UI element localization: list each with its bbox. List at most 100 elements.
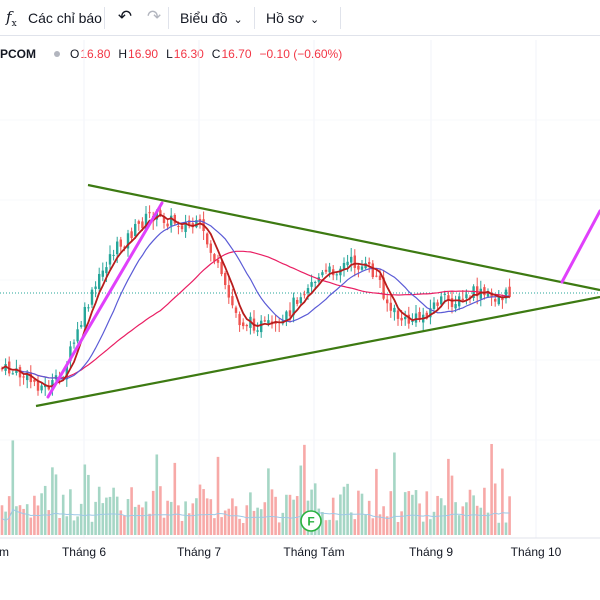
candle-body [188, 220, 191, 225]
volume-bar [367, 500, 371, 535]
volume-bar [231, 498, 234, 535]
volume-bar [83, 464, 87, 535]
impulse-projection-line[interactable] [46, 201, 164, 399]
undo-arrow-icon[interactable]: ↶ [117, 7, 133, 26]
candle-body [137, 221, 140, 224]
candle-body [501, 297, 504, 301]
volume-bar [501, 468, 504, 535]
upper-trendline[interactable] [87, 183, 600, 292]
volume-bar [29, 517, 33, 535]
candle-body [170, 215, 173, 226]
volume-bar [465, 502, 468, 535]
low-value: 16.30 [173, 47, 204, 61]
volume-ma-line [1, 508, 510, 521]
volume-bar [79, 503, 83, 535]
volume-bar [241, 522, 245, 535]
profile-menu[interactable]: Hồ sơ ⌄ [266, 10, 319, 26]
volume-bar [184, 501, 187, 535]
volume-bar [216, 456, 220, 535]
volume-bar [133, 506, 137, 535]
candle-body [389, 302, 392, 311]
volume-bar [238, 518, 241, 535]
high-value: 16.90 [128, 47, 159, 61]
volume-bar [259, 509, 263, 535]
candle-body [33, 379, 36, 382]
volume-bar [403, 492, 407, 535]
candle-body [4, 364, 7, 371]
volume-bar [396, 522, 400, 535]
volume-bar [155, 454, 159, 535]
symbol-name[interactable]: PCOM [0, 47, 36, 61]
redo-arrow-icon[interactable]: ↷ [146, 7, 162, 26]
candle-body [429, 308, 432, 318]
volume-bar [144, 501, 148, 535]
candle-body [371, 263, 374, 278]
candle-body [83, 306, 86, 327]
volume-bar [4, 511, 7, 535]
volume-bar [159, 486, 162, 535]
candle-body [299, 297, 302, 303]
candle-body [11, 373, 14, 375]
volume-bar [205, 498, 209, 535]
chevron-down-icon: ⌄ [309, 14, 320, 26]
volume-bar [141, 507, 144, 535]
volume-bar [18, 505, 22, 535]
candle-body [292, 297, 295, 316]
candle-body [418, 311, 421, 320]
volume-bar [263, 502, 267, 535]
volume-bar [180, 520, 184, 535]
volume-bar [331, 497, 335, 535]
volume-bar [328, 519, 331, 535]
volume-bar [447, 458, 450, 535]
candle-body [486, 292, 490, 297]
indicators-button[interactable]: Các chỉ báo [28, 10, 102, 26]
candlestick-series [0, 205, 511, 396]
volume-bar [40, 493, 43, 535]
candle-body [497, 296, 500, 305]
volume-bar [72, 520, 76, 535]
symbol-legend: PCOM O 16.80 H 16.90 L 16.30 C 16.70 −0.10 (… [0, 45, 342, 63]
candle-body [26, 372, 29, 381]
candle-body [508, 286, 511, 297]
close-value: 16.70 [221, 47, 252, 61]
candle-body [234, 307, 238, 313]
candle-body [407, 314, 410, 324]
toolbar-divider [340, 7, 341, 29]
volume-bar [454, 502, 457, 535]
event-marker[interactable]: F [300, 510, 322, 532]
candle-body [314, 282, 317, 284]
candle-body [490, 294, 493, 298]
candle-body [80, 325, 83, 327]
volume-bar [187, 513, 191, 535]
candle-body [101, 270, 104, 277]
x-tick-label: m [0, 545, 9, 559]
fx-icon[interactable]: fx [6, 8, 17, 29]
candle-body [116, 241, 119, 255]
volume-bar [115, 496, 119, 535]
volume-bar [101, 503, 105, 535]
candle-body [224, 273, 227, 286]
volume-bar [385, 516, 389, 535]
ma-fast-line [1, 213, 510, 388]
volume-bar [119, 510, 123, 535]
volume-bar [353, 519, 357, 535]
volume-bar [227, 508, 231, 535]
volume-bar [497, 522, 501, 535]
candle-body [432, 302, 436, 309]
volume-bar [249, 492, 252, 535]
volume-bar [270, 489, 274, 535]
volume-bar [468, 489, 472, 535]
chart-type-menu[interactable]: Biểu đồ ⌄ [180, 10, 243, 26]
candle-body [263, 320, 266, 322]
volume-bar [7, 496, 11, 535]
high-key: H [118, 47, 128, 61]
volume-bar [303, 444, 306, 535]
volume-bar [162, 517, 166, 535]
breakout-projection-line[interactable] [560, 209, 600, 284]
lower-trendline[interactable] [35, 295, 600, 408]
chart-type-label: Biểu đồ [180, 10, 228, 26]
candle-body [472, 286, 475, 298]
candle-body [465, 294, 468, 299]
x-tick-label: Tháng 10 [511, 545, 562, 559]
